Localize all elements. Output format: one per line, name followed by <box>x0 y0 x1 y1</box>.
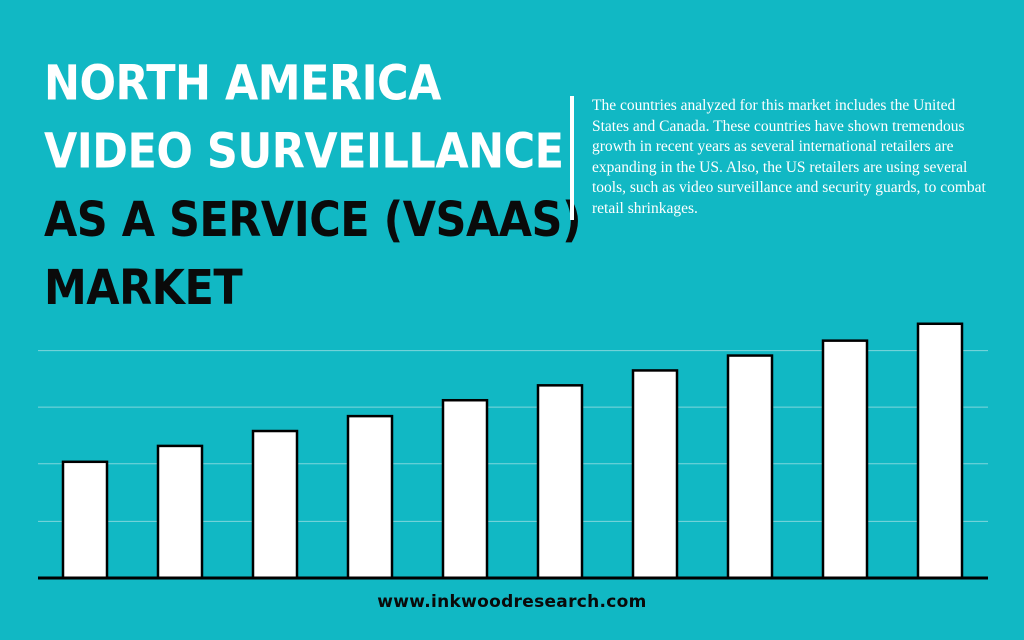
chart-bars <box>61 322 964 580</box>
page-title: NORTH AMERICA VIDEO SURVEILLANCE AS A SE… <box>44 50 582 323</box>
chart-bar-10 <box>916 322 964 580</box>
chart-bar-8 <box>726 354 774 580</box>
chart-bar-4 <box>346 414 394 580</box>
chart-bar-3 <box>251 429 299 580</box>
market-description: The countries analyzed for this market i… <box>570 96 988 220</box>
title-line-3: AS A SERVICE (VSAAS) <box>44 192 582 249</box>
description-text: The countries analyzed for this market i… <box>592 97 986 217</box>
chart-bar-5 <box>441 398 489 580</box>
title-line-1: NORTH AMERICA <box>44 55 441 112</box>
website-url[interactable]: www.inkwoodresearch.com <box>377 592 647 612</box>
chart-bar-1 <box>61 460 109 580</box>
chart-bar-9 <box>821 339 869 580</box>
title-line-2: VIDEO SURVEILLANCE <box>44 123 564 180</box>
chart-bar-6 <box>536 384 584 580</box>
chart-bar-2 <box>156 444 204 580</box>
title-line-4: MARKET <box>44 260 243 317</box>
chart-bar-7 <box>631 369 679 580</box>
